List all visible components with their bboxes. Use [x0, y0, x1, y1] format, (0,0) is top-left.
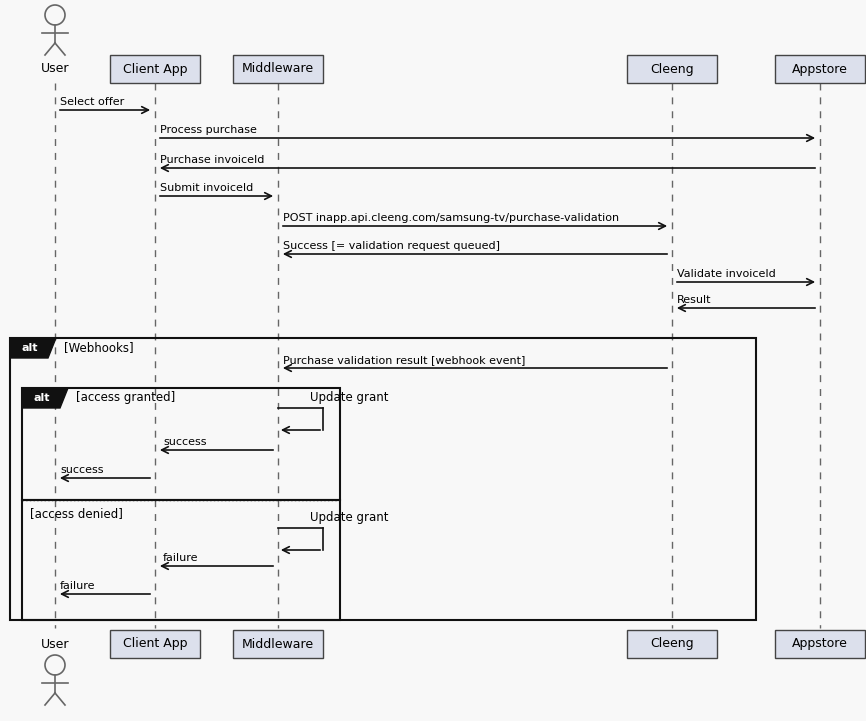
Text: Update grant: Update grant — [310, 511, 389, 524]
Text: Purchase validation result [webhook event]: Purchase validation result [webhook even… — [283, 355, 526, 365]
Bar — [22, 388, 340, 500]
Polygon shape — [22, 388, 68, 408]
Text: Result: Result — [677, 295, 712, 305]
Text: Appstore: Appstore — [792, 63, 848, 76]
Text: success: success — [163, 437, 206, 447]
FancyBboxPatch shape — [233, 55, 323, 83]
Text: alt: alt — [33, 393, 49, 403]
Text: Select offer: Select offer — [60, 97, 124, 107]
Text: Update grant: Update grant — [310, 391, 389, 404]
FancyBboxPatch shape — [775, 630, 865, 658]
FancyBboxPatch shape — [233, 630, 323, 658]
FancyBboxPatch shape — [775, 55, 865, 83]
Text: Client App: Client App — [123, 63, 187, 76]
Text: Purchase invoiceId: Purchase invoiceId — [160, 155, 264, 165]
Bar — [22, 500, 340, 620]
Text: Client App: Client App — [123, 637, 187, 650]
Text: Middleware: Middleware — [242, 637, 314, 650]
Text: failure: failure — [163, 553, 198, 563]
Text: Process purchase: Process purchase — [160, 125, 257, 135]
Text: User: User — [41, 63, 69, 76]
Text: [Webhooks]: [Webhooks] — [64, 342, 133, 355]
Text: Success [= validation request queued]: Success [= validation request queued] — [283, 241, 500, 251]
Text: User: User — [41, 637, 69, 650]
FancyBboxPatch shape — [627, 55, 717, 83]
Text: POST inapp.api.cleeng.com/samsung-tv/purchase-validation: POST inapp.api.cleeng.com/samsung-tv/pur… — [283, 213, 619, 223]
Text: Appstore: Appstore — [792, 637, 848, 650]
Text: [access denied]: [access denied] — [30, 508, 123, 521]
Text: [access granted]: [access granted] — [76, 392, 175, 404]
Text: failure: failure — [60, 581, 95, 591]
Text: success: success — [60, 465, 104, 475]
FancyBboxPatch shape — [110, 55, 200, 83]
Polygon shape — [10, 338, 56, 358]
Text: Validate invoiceId: Validate invoiceId — [677, 269, 776, 279]
FancyBboxPatch shape — [627, 630, 717, 658]
Text: Submit invoiceId: Submit invoiceId — [160, 183, 253, 193]
FancyBboxPatch shape — [110, 630, 200, 658]
Text: Cleeng: Cleeng — [650, 63, 694, 76]
Text: Middleware: Middleware — [242, 63, 314, 76]
Bar — [10, 338, 756, 620]
Text: Cleeng: Cleeng — [650, 637, 694, 650]
Text: alt: alt — [21, 343, 37, 353]
